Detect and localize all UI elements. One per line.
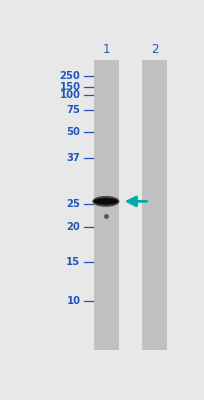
Text: 150: 150 <box>59 82 80 92</box>
Ellipse shape <box>93 198 118 205</box>
Text: 100: 100 <box>59 90 80 100</box>
Text: 50: 50 <box>66 127 80 137</box>
Ellipse shape <box>92 196 119 207</box>
Bar <box>93 60 118 350</box>
Text: 75: 75 <box>66 105 80 115</box>
Text: 20: 20 <box>66 222 80 232</box>
Text: 25: 25 <box>66 199 80 209</box>
Text: 2: 2 <box>150 43 158 56</box>
Text: 37: 37 <box>66 153 80 163</box>
Text: 1: 1 <box>102 43 110 56</box>
Text: 250: 250 <box>59 71 80 81</box>
Text: 10: 10 <box>66 296 80 306</box>
Bar <box>142 60 166 350</box>
Text: 15: 15 <box>66 257 80 267</box>
